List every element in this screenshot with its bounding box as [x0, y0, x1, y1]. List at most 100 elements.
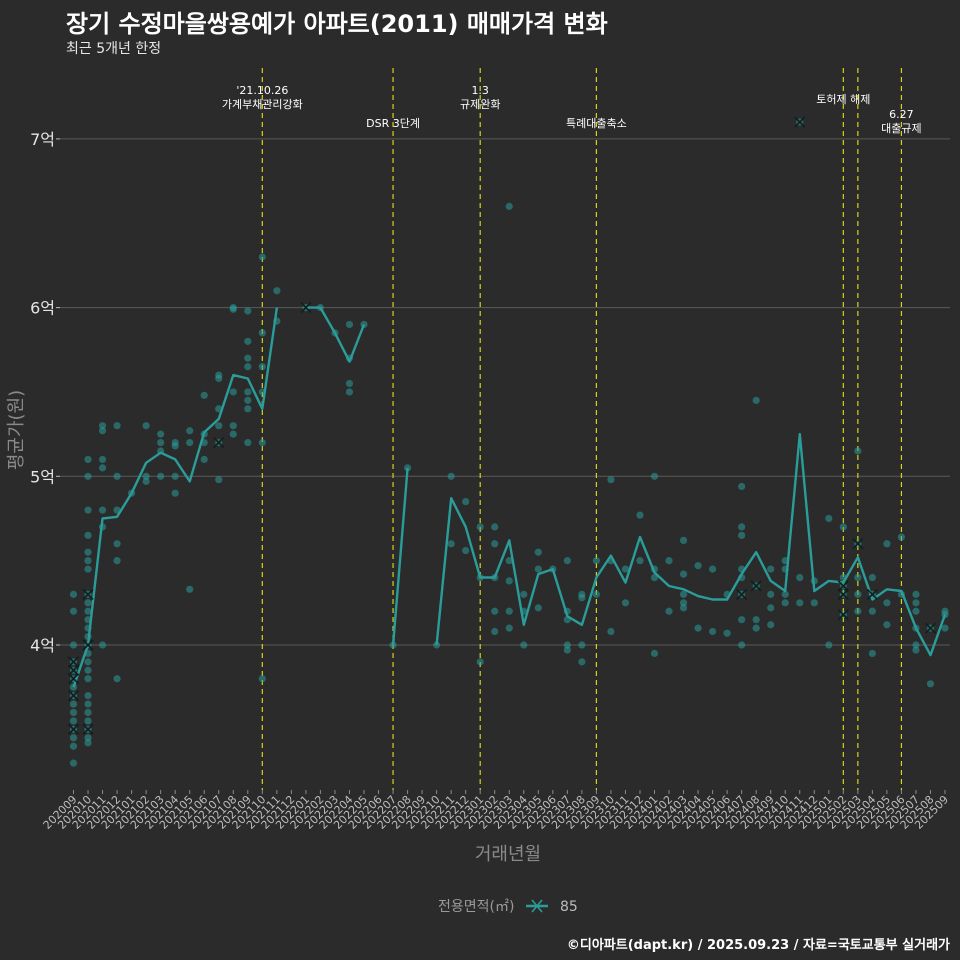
data-point: [157, 472, 165, 480]
data-point: [273, 287, 281, 295]
x-mark: [82, 723, 94, 735]
data-point: [98, 506, 107, 514]
data-point: [607, 627, 615, 636]
data-point: [215, 374, 223, 383]
data-point: [258, 253, 266, 261]
data-point: [84, 557, 92, 565]
x-mark: [837, 609, 849, 621]
data-point: [767, 565, 775, 573]
x-mark: [852, 538, 864, 550]
x-mark: [750, 580, 762, 592]
x-mark-stroke: [67, 664, 80, 676]
x-axis-title: 거래년월: [475, 844, 541, 865]
data-point: [578, 658, 586, 666]
legend-label-85: 85: [560, 899, 578, 915]
data-point: [200, 391, 208, 399]
data-point: [171, 442, 179, 450]
x-mark-stroke: [750, 580, 762, 592]
data-point: [883, 540, 891, 548]
data-point: [98, 641, 107, 649]
data-point: [897, 533, 906, 541]
data-point: [563, 646, 571, 654]
data-point: [621, 565, 630, 573]
data-point: [113, 675, 121, 683]
series-line-85: [72, 306, 947, 688]
data-point: [636, 557, 644, 565]
data-point: [578, 594, 586, 602]
event-label-202301-0: 1.3: [471, 84, 489, 97]
data-point: [98, 422, 107, 430]
data-point: [84, 658, 92, 666]
data-point: [113, 540, 121, 548]
x-mark-stroke: [67, 656, 80, 668]
data-point: [244, 405, 252, 413]
x-mark: [213, 436, 225, 449]
x-mark: [67, 690, 80, 702]
data-point: [534, 565, 542, 573]
data-point: [200, 455, 208, 464]
data-point: [592, 590, 601, 598]
data-point: [679, 590, 688, 598]
data-point: [926, 680, 935, 688]
ytick-label-6: 6억: [30, 299, 55, 318]
data-point: [563, 557, 571, 565]
data-point: [157, 430, 165, 438]
data-point: [84, 708, 92, 717]
x-mark: [67, 673, 80, 685]
x-mark: [866, 588, 878, 600]
data-point: [69, 607, 78, 615]
chart-title: 장기 수정마을쌍용예가 아파트(2011) 매매가격 변화: [66, 10, 608, 38]
data-point: [84, 548, 92, 556]
data-point: [69, 734, 78, 742]
data-point: [491, 540, 499, 548]
data-point: [69, 590, 78, 598]
x-mark: [82, 639, 94, 651]
x-mark-stroke: [82, 588, 94, 600]
data-point: [650, 649, 659, 658]
data-point: [709, 565, 717, 573]
data-point: [84, 565, 92, 573]
ytick-label-4: 4억: [30, 636, 55, 655]
data-point: [854, 447, 862, 455]
data-point: [84, 455, 92, 464]
data-point: [825, 514, 833, 523]
data-point: [679, 570, 688, 578]
data-point: [752, 624, 760, 632]
data-point: [868, 573, 876, 582]
x-mark-stroke: [837, 588, 849, 600]
data-point: [69, 742, 78, 750]
data-point: [345, 388, 354, 396]
data-point: [215, 422, 223, 430]
legend-key-85: [526, 899, 548, 913]
grid-lines: [60, 138, 950, 646]
data-point: [941, 624, 949, 632]
data-point: [912, 646, 920, 654]
data-point: [709, 627, 717, 636]
data-point: [84, 734, 92, 742]
data-point: [505, 557, 513, 565]
data-point: [796, 573, 804, 582]
data-point: [229, 388, 237, 396]
data-point: [781, 590, 789, 598]
data-point: [113, 422, 121, 430]
x-mark-stroke: [82, 723, 94, 735]
data-point: [258, 363, 266, 371]
data-point: [868, 607, 876, 615]
data-point: [84, 607, 92, 615]
data-point: [69, 641, 78, 649]
data-point: [345, 379, 354, 388]
data-point: [767, 604, 775, 612]
x-mark: [67, 723, 80, 735]
chart-subtitle: 최근 5개년 한정: [66, 41, 162, 57]
x-mark-stroke: [852, 538, 864, 550]
data-point: [157, 438, 165, 447]
data-point: [534, 604, 542, 612]
data-point: [491, 607, 499, 615]
x-mark-stroke: [67, 690, 80, 702]
event-label-202506-1: 대출규제: [881, 122, 921, 135]
data-point: [592, 557, 601, 565]
x-mark: [837, 580, 849, 592]
data-point: [84, 717, 92, 725]
x-mark: [837, 588, 849, 600]
